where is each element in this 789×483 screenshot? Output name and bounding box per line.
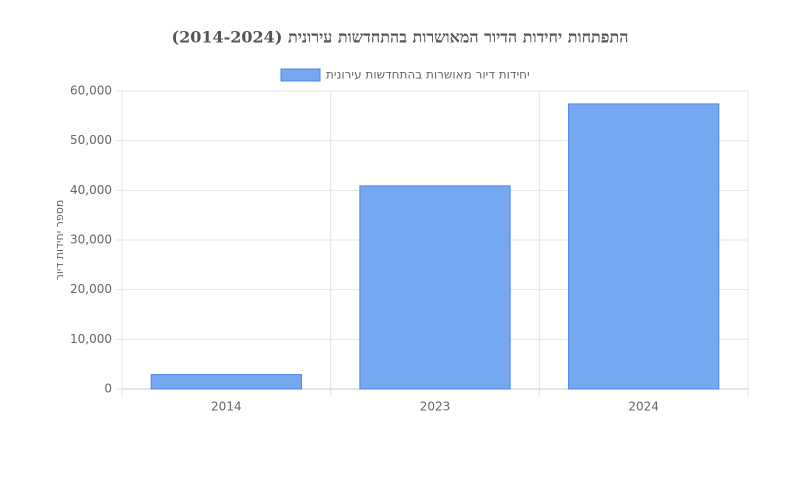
y-tick-label: 30,000 [70, 233, 112, 247]
legend-label: יחידות דיור מאושרות בהתחדשות עירונית [326, 68, 530, 82]
y-axis-label: מספר יחידות דיור [53, 200, 66, 281]
bar [150, 374, 302, 390]
y-tick-label: 40,000 [70, 183, 112, 197]
y-tick-label: 60,000 [70, 84, 112, 98]
y-tick-label: 10,000 [70, 332, 112, 346]
x-tick-label: 2024 [628, 400, 659, 414]
y-tick-label: 50,000 [70, 133, 112, 147]
x-tick-label: 2023 [420, 400, 451, 414]
y-tick-label: 0 [104, 382, 112, 396]
y-tick-label: 20,000 [70, 282, 112, 296]
legend-swatch [280, 68, 321, 82]
bar [359, 185, 511, 390]
x-tick-label: 2014 [211, 400, 242, 414]
chart-title: התפתחות יחידות הדיור המאושרות בהתחדשות ע… [172, 28, 629, 47]
bar [568, 103, 720, 390]
